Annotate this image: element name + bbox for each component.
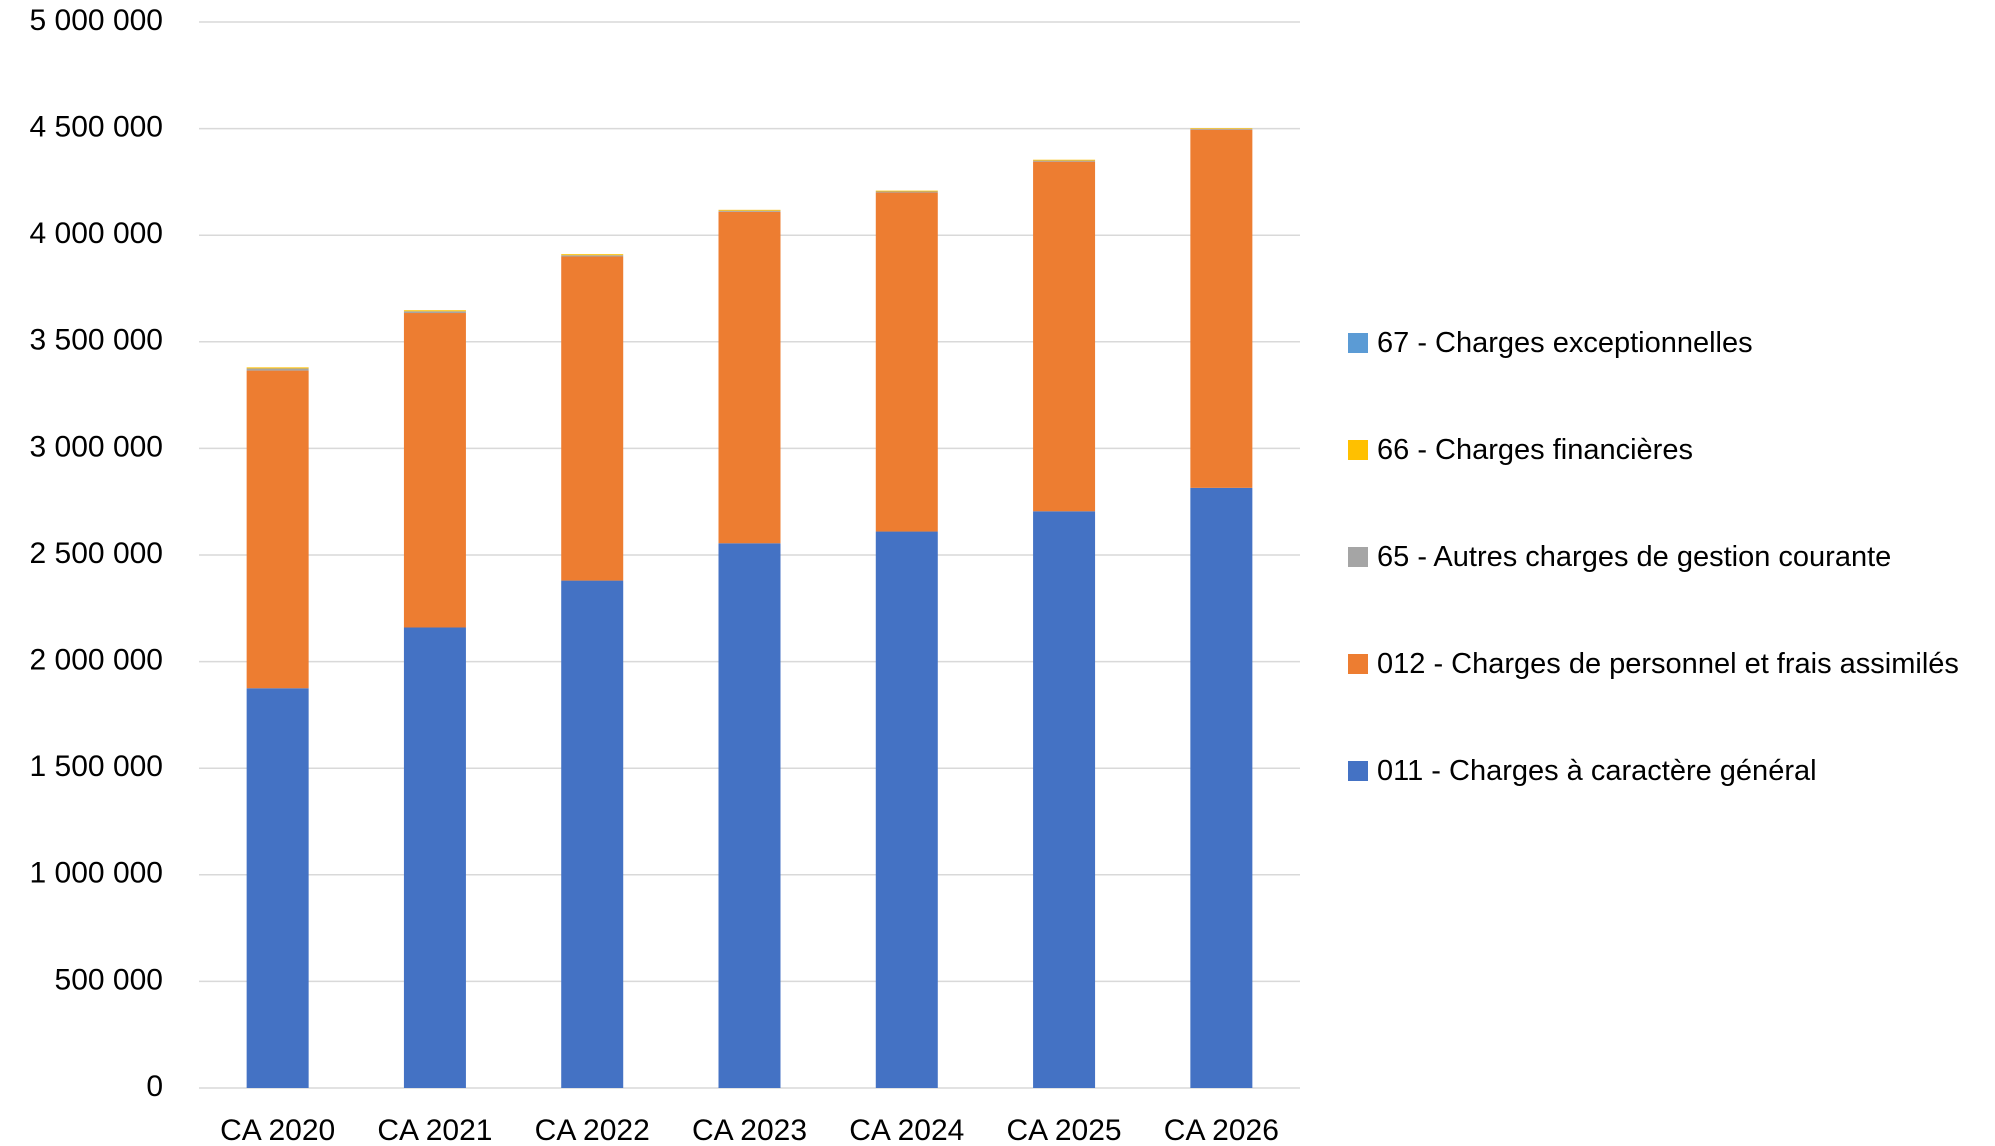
legend-item: 011 - Charges à caractère général xyxy=(1348,748,1988,794)
legend-swatch xyxy=(1348,654,1368,674)
bar-segment xyxy=(1033,159,1096,161)
legend-item: 65 - Autres charges de gestion courante xyxy=(1348,534,1988,580)
legend-swatch xyxy=(1348,440,1368,460)
bar-segment xyxy=(403,627,466,1088)
y-tick-label: 500 000 xyxy=(55,963,163,996)
bar-segment xyxy=(718,211,781,544)
bar-segment xyxy=(1190,487,1253,1088)
bar-segment xyxy=(403,313,466,628)
y-tick-label: 2 000 000 xyxy=(30,644,163,677)
bar-segment xyxy=(1190,129,1253,488)
bar-segment xyxy=(875,192,938,532)
legend-swatch xyxy=(1348,547,1368,567)
legend-swatch xyxy=(1348,333,1368,353)
legend-swatch xyxy=(1348,761,1368,781)
x-tick-label: CA 2023 xyxy=(692,1114,807,1146)
bar-segment xyxy=(1033,160,1096,162)
y-tick-label: 4 000 000 xyxy=(30,217,163,250)
bar-segment xyxy=(246,370,309,689)
y-tick-label: 5 000 000 xyxy=(30,4,163,37)
bar-segment xyxy=(1033,161,1096,512)
bar-segment xyxy=(561,254,624,256)
bar-segment xyxy=(1190,128,1253,129)
legend-item: 67 - Charges exceptionnelles xyxy=(1348,320,1988,366)
x-tick-label: CA 2024 xyxy=(849,1114,964,1146)
bar-segment xyxy=(875,191,938,193)
bar-segment xyxy=(1190,128,1253,130)
bar-segment xyxy=(246,368,309,371)
bar-segment xyxy=(403,311,466,314)
legend-label: 012 - Charges de personnel et frais assi… xyxy=(1377,648,1959,680)
bar-segment xyxy=(561,256,624,581)
y-tick-label: 4 500 000 xyxy=(30,111,163,144)
y-tick-label: 1 000 000 xyxy=(30,857,163,890)
y-tick-label: 2 500 000 xyxy=(30,537,163,570)
bar-segment xyxy=(246,367,309,369)
y-tick-label: 3 500 000 xyxy=(30,324,163,357)
bar-segment xyxy=(1033,511,1096,1088)
y-tick-label: 3 000 000 xyxy=(30,430,163,463)
x-tick-label: CA 2020 xyxy=(220,1114,335,1146)
y-tick-label: 0 xyxy=(146,1070,163,1103)
bar-segment xyxy=(403,310,466,312)
bar-segment xyxy=(718,543,781,1088)
bar-segment xyxy=(875,531,938,1088)
legend-item: 012 - Charges de personnel et frais assi… xyxy=(1348,641,1988,687)
legend-item: 66 - Charges financières xyxy=(1348,427,1988,473)
bar-segment xyxy=(561,580,624,1088)
legend-label: 67 - Charges exceptionnelles xyxy=(1377,327,1753,359)
y-tick-label: 1 500 000 xyxy=(30,750,163,783)
legend-label: 65 - Autres charges de gestion courante xyxy=(1377,541,1892,573)
x-tick-label: CA 2025 xyxy=(1007,1114,1122,1146)
bar-segment xyxy=(718,209,781,211)
bar-segment xyxy=(246,688,309,1088)
bar-segment xyxy=(875,190,938,192)
bar-segment xyxy=(718,210,781,212)
bar-segment xyxy=(561,255,624,257)
x-tick-label: CA 2021 xyxy=(377,1114,492,1146)
x-tick-label: CA 2026 xyxy=(1164,1114,1279,1146)
x-tick-label: CA 2022 xyxy=(535,1114,650,1146)
legend-label: 66 - Charges financières xyxy=(1377,434,1693,466)
legend-label: 011 - Charges à caractère général xyxy=(1377,755,1817,787)
